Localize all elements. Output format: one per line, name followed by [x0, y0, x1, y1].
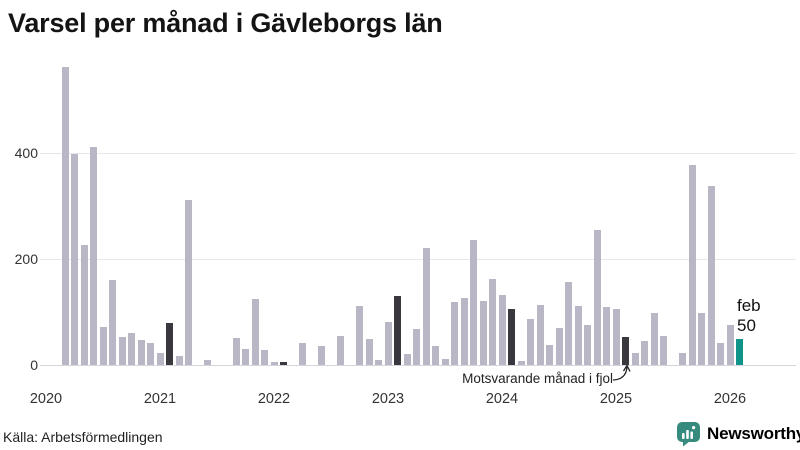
source-label: Källa: Arbetsförmedlingen [3, 429, 163, 445]
bar-2025-05 [650, 313, 658, 365]
bar-2025-12 [717, 343, 724, 365]
bar-2025-11 [707, 186, 715, 365]
bar-2021-06 [204, 360, 211, 365]
x-tick-label: 2024 [485, 391, 519, 407]
bar-2020-06 [90, 147, 97, 365]
gridline-200 [40, 259, 796, 260]
bar-2022-11 [365, 339, 373, 365]
bar-2021-12 [261, 350, 268, 365]
gridline-0 [40, 365, 796, 366]
y-tick-label: 200 [14, 251, 38, 267]
bar-2024-08 [565, 282, 572, 365]
bar-2024-11 [593, 230, 601, 365]
bar-2020-10 [128, 333, 135, 365]
current-month-value: 50 [737, 315, 756, 335]
bar-2024-09 [574, 306, 582, 365]
bar-2025-04 [641, 341, 648, 365]
bar-2020-12 [147, 343, 154, 365]
bar-2020-08 [109, 280, 116, 365]
x-tick-label: 2026 [713, 391, 747, 407]
bar-2020-11 [137, 340, 145, 365]
bar-2026-01 [726, 325, 734, 365]
bar-2025-02 [622, 337, 629, 365]
bar-2023-07 [441, 359, 449, 365]
bar-2023-01 [384, 322, 392, 365]
bar-2023-12 [489, 279, 496, 365]
bar-2024-03 [517, 360, 525, 365]
x-tick-label: 2021 [143, 391, 177, 407]
bar-2025-08 [679, 353, 686, 365]
bar-2020-07 [99, 326, 107, 365]
bar-2023-06 [432, 346, 439, 365]
current-month-label: feb 50 [737, 296, 761, 335]
bar-2020-04 [71, 153, 78, 365]
y-tick-label: 0 [30, 357, 38, 373]
bar-2023-02 [394, 296, 401, 365]
bar-2021-03 [175, 355, 183, 365]
bar-2026-02 [736, 338, 743, 365]
brand-name: Newsworthy [707, 424, 800, 443]
fjol-annotation-label: Motsvarande månad i fjol [462, 371, 613, 386]
bar-2024-01 [498, 295, 506, 365]
bar-2022-06 [318, 345, 325, 365]
bar-2021-02 [166, 323, 173, 365]
bar-2025-09 [688, 164, 696, 365]
x-tick-label: 2022 [257, 391, 291, 407]
bar-2022-08 [337, 336, 344, 365]
bar-2024-10 [584, 325, 591, 365]
bar-2024-02 [508, 309, 515, 365]
bar-2022-10 [356, 305, 363, 365]
newsworthy-logo: Newsworthy [676, 421, 800, 447]
x-tick-label: 2023 [371, 391, 405, 407]
bar-2023-05 [422, 247, 430, 365]
bar-2023-09 [460, 298, 468, 365]
bar-2022-02 [280, 361, 287, 365]
y-tick-label: 400 [14, 145, 38, 161]
bar-2021-10 [242, 349, 249, 365]
bar-2021-01 [156, 353, 164, 365]
x-tick-label: 2025 [599, 391, 633, 407]
bar-2023-10 [470, 240, 477, 365]
page-title: Varsel per månad i Gävleborgs län [8, 8, 443, 38]
bar-2024-05 [536, 305, 544, 365]
bar-2022-01 [270, 361, 278, 365]
current-month-name: feb [737, 296, 761, 315]
bar-2024-12 [603, 307, 610, 365]
bar-2025-03 [631, 352, 639, 365]
bar-2023-04 [413, 328, 420, 365]
bar-2025-06 [660, 336, 667, 365]
bar-2023-03 [403, 354, 411, 365]
bar-2020-03 [61, 66, 69, 365]
bar-2024-06 [546, 345, 553, 365]
bar-2020-09 [118, 336, 126, 365]
bar-2024-07 [555, 327, 563, 365]
bar-2024-04 [527, 318, 534, 365]
bar-2022-12 [375, 360, 382, 365]
bar-2021-04 [185, 200, 192, 365]
bar-2025-01 [612, 309, 620, 365]
bar-2020-05 [80, 245, 88, 365]
annotation-arrow-icon [612, 364, 631, 381]
bar-2022-04 [299, 342, 306, 365]
bar-2021-11 [251, 299, 259, 365]
gridline-400 [40, 153, 796, 154]
newsworthy-icon [677, 422, 700, 447]
bar-2023-11 [479, 301, 487, 365]
x-tick-label: 2020 [29, 391, 63, 407]
bar-2025-10 [698, 312, 705, 365]
bar-2023-08 [451, 302, 458, 365]
bar-2021-09 [232, 337, 240, 365]
